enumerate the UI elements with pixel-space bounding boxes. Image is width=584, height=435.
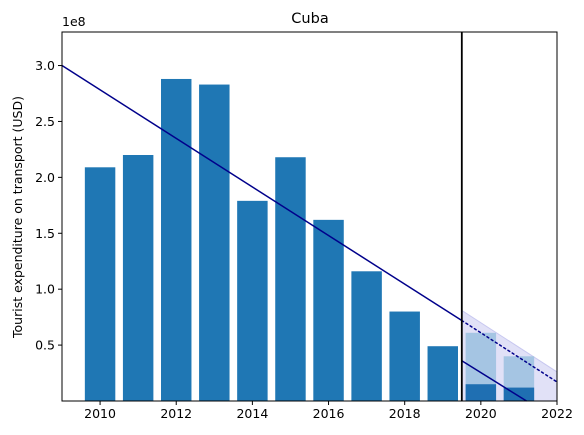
x-tick-label-2016: 2016 xyxy=(313,406,345,421)
axes: 2010 2012 2014 2016 2018 2020 2022 0.5 1.0 1.5 2.0… xyxy=(35,31,573,421)
bar-2011 xyxy=(122,155,154,401)
y-tick-label-5: 3.0 xyxy=(35,58,55,73)
bar-2015 xyxy=(275,157,306,401)
bar-2018 xyxy=(389,311,420,401)
x-tick-label-2010: 2010 xyxy=(84,406,116,421)
trend-forecast-dotted-line xyxy=(461,319,558,383)
x-tick-label-2018: 2018 xyxy=(389,406,421,421)
forecast-bar-lower-2020 xyxy=(465,384,497,401)
y-tick-label-0: 0.5 xyxy=(35,338,55,353)
bar-2014 xyxy=(237,200,268,401)
bar-2017 xyxy=(351,271,382,401)
x-tick-label-2022: 2022 xyxy=(541,406,573,421)
y-offset-label: 1e8 xyxy=(62,14,86,29)
x-tick-label-2014: 2014 xyxy=(236,406,268,421)
y-tick-label-2: 1.5 xyxy=(35,226,55,241)
y-tick-label-3: 2.0 xyxy=(35,170,55,185)
chart-title: Cuba xyxy=(291,11,328,27)
trend-line xyxy=(61,64,463,322)
bar-2019 xyxy=(427,346,458,401)
x-tick-label-2012: 2012 xyxy=(160,406,192,421)
plot-area xyxy=(61,32,558,402)
bar-2013 xyxy=(199,84,230,402)
y-tick-label-4: 2.5 xyxy=(35,114,55,129)
axes-frame xyxy=(61,31,558,402)
bar-2016 xyxy=(313,219,344,401)
y-tick-label-1: 1.0 xyxy=(35,282,55,297)
y-axis-label: Tourist expenditure on transport (USD) xyxy=(10,96,25,339)
x-tick-label-2020: 2020 xyxy=(465,406,497,421)
trend-forecast-lower-line xyxy=(461,360,527,402)
bar-2010 xyxy=(84,167,116,401)
bar-2012 xyxy=(161,78,192,402)
